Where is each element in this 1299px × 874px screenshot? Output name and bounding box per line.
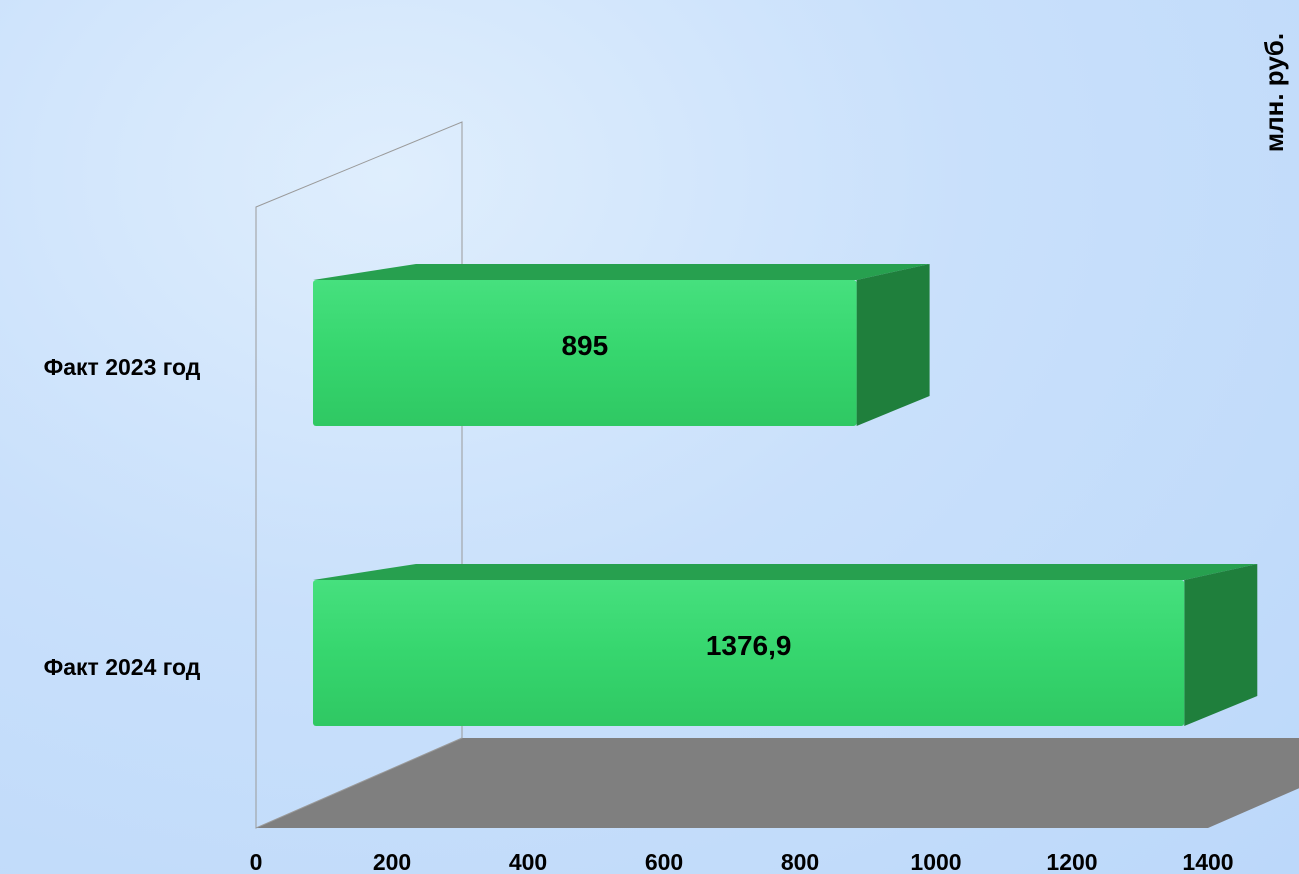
x-tick-label: 800 [781, 849, 819, 874]
bar-top-face [313, 564, 1258, 580]
x-tick-label: 1400 [1182, 849, 1233, 874]
x-tick-label: 400 [509, 849, 547, 874]
x-tick-label: 1200 [1046, 849, 1097, 874]
category-label: Факт 2023 год [44, 354, 201, 380]
x-tick-label: 200 [373, 849, 411, 874]
chart-back-wall [255, 121, 463, 829]
bar [313, 580, 1185, 726]
data-label: 1376,9 [706, 630, 792, 661]
data-label: 895 [561, 330, 608, 361]
chart-floor [256, 738, 1299, 828]
category-label: Факт 2024 год [44, 654, 201, 680]
bar-top-face [313, 264, 930, 280]
bar-side-face [1184, 564, 1258, 726]
bar [313, 280, 857, 426]
x-tick-label: 1000 [910, 849, 961, 874]
x-tick-label: 0 [250, 849, 263, 874]
bar-side-face [856, 264, 930, 426]
x-tick-label: 600 [645, 849, 683, 874]
